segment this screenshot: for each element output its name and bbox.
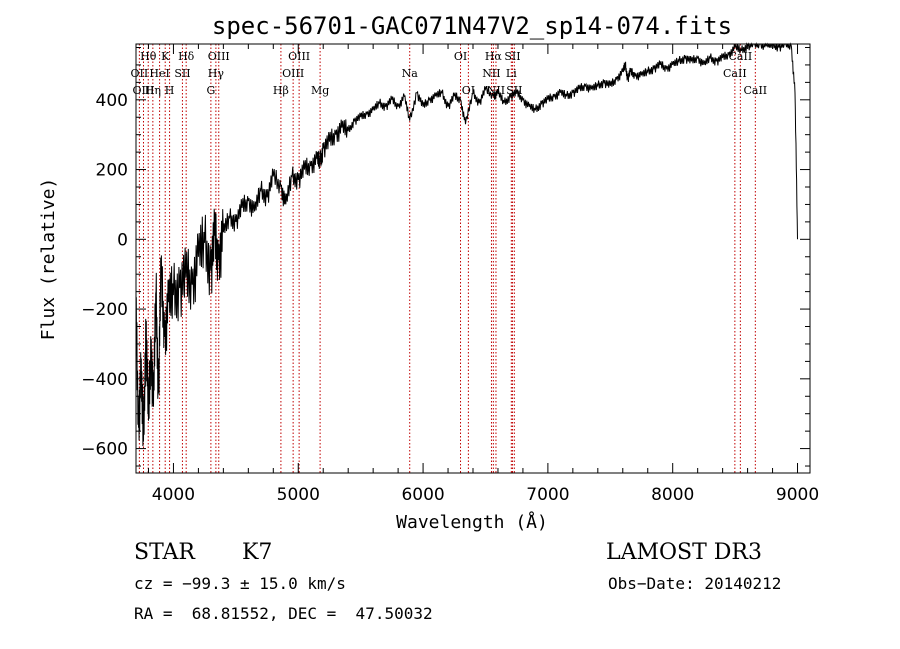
spectral-line-label: Hδ	[178, 50, 195, 63]
flux-series-line	[135, 42, 798, 447]
x-tick-label: 5000	[277, 485, 320, 505]
spectral-line-labels: Hθ OII OIII K HeI Hη SII H Hδ OIII Hγ G OIII OIII Hβ Mg…	[131, 50, 768, 97]
spectral-line-label: H	[165, 84, 175, 97]
ra-dec: RA = 68.81552, DEC = 47.50032	[134, 604, 433, 623]
x-axis-label: Wavelength (Å)	[396, 511, 548, 533]
x-tick-label: 8000	[651, 485, 694, 505]
spectral-line-label: CaII	[729, 50, 753, 63]
x-tick-label: 6000	[401, 485, 444, 505]
spectral-line-label: OIII	[288, 50, 310, 63]
spectral-line-label: OI	[462, 84, 475, 97]
observation-date: Obs−Date: 20140212	[608, 574, 782, 593]
spectral-line-label: G	[206, 84, 215, 97]
spectral-line-label: OII	[131, 67, 149, 80]
object-class: STAR	[134, 540, 195, 565]
y-tick-label: −600	[81, 440, 128, 460]
y-tick-label: 400	[96, 91, 128, 111]
spectral-line-label: SII	[504, 50, 520, 63]
spectral-line-label: Hθ	[140, 50, 157, 63]
y-tick-label: 0	[117, 230, 128, 250]
y-axis-ticks: −600 −400 −200 0 200 400	[81, 46, 810, 467]
spectral-line-label: Li	[506, 67, 517, 80]
spectral-line-label: Na	[402, 67, 419, 80]
spectral-line-label: HeI	[149, 67, 169, 80]
spectral-line-label: Mg	[311, 84, 329, 97]
plot-frame	[135, 43, 811, 474]
spectral-line-label: Hγ	[208, 67, 225, 80]
x-axis-ticks: 4000 5000 6000 7000 8000 9000	[147, 44, 819, 505]
spectral-line-markers	[138, 44, 756, 473]
spectral-line-label: Hα	[485, 50, 503, 63]
spectral-line-label: OI	[454, 50, 467, 63]
redshift-cz: cz = −99.3 ± 15.0 km/s	[134, 574, 346, 593]
spectral-line-label: OIII	[132, 84, 154, 97]
spectral-line-label: CaII	[743, 84, 767, 97]
y-tick-label: 200	[96, 161, 128, 181]
x-tick-label: 7000	[526, 485, 569, 505]
y-axis-label: Flux (relative)	[38, 178, 59, 341]
spectral-line-label: Hβ	[273, 84, 289, 97]
survey-name: LAMOST DR3	[606, 540, 762, 565]
chart-title: spec-56701-GAC071N47V2_sp14-074.fits	[212, 12, 732, 40]
spectral-line-label: NII	[482, 67, 500, 80]
object-subclass: K7	[242, 540, 273, 565]
spectral-line-label: K	[161, 50, 170, 63]
x-tick-label: 4000	[152, 485, 195, 505]
spectral-line-label: Hη	[145, 84, 161, 97]
spectral-line-label: CaII	[723, 67, 747, 80]
y-tick-label: −400	[81, 370, 128, 390]
x-tick-label: 9000	[776, 485, 819, 505]
y-tick-label: −200	[81, 300, 128, 320]
spectral-line-label: SII	[174, 67, 190, 80]
spectral-line-label: OIII	[208, 50, 230, 63]
spectral-line-label: OIII	[282, 67, 304, 80]
